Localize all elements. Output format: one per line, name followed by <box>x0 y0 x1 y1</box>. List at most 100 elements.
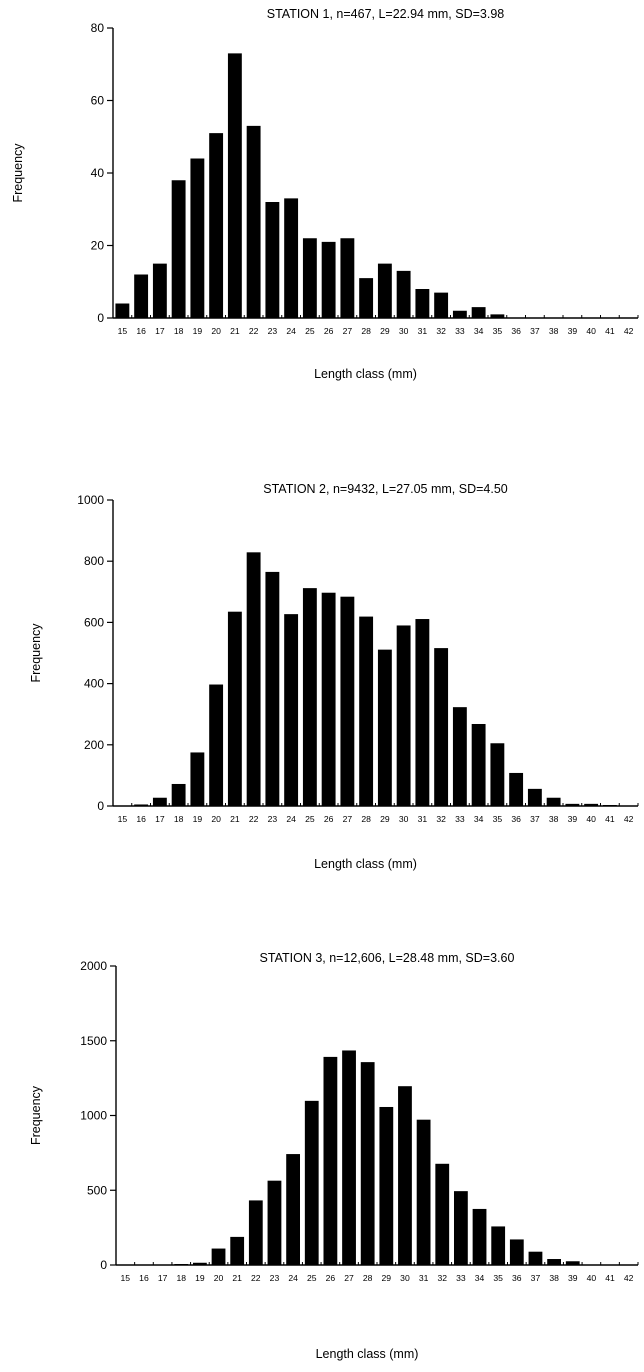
x-tick-label: 40 <box>586 814 596 824</box>
x-tick-label: 17 <box>158 1273 168 1283</box>
chart-title: STATION 3, n=12,606, L=28.48 mm, SD=3.60 <box>260 951 515 965</box>
bar <box>415 619 430 806</box>
x-tick-label: 23 <box>268 814 278 824</box>
x-tick-label: 35 <box>493 1273 503 1283</box>
x-tick-label: 33 <box>455 814 465 824</box>
bar <box>565 803 580 806</box>
y-tick-label: 400 <box>84 677 104 691</box>
bar <box>265 202 280 318</box>
bar <box>171 783 186 806</box>
x-tick-label: 38 <box>549 814 559 824</box>
bar <box>190 752 205 806</box>
x-tick-label: 19 <box>193 814 203 824</box>
x-tick-label: 38 <box>549 1273 559 1283</box>
x-tick-label: 41 <box>605 326 615 336</box>
bar <box>171 180 186 318</box>
bar <box>452 310 467 318</box>
bar <box>134 804 149 806</box>
x-tick-label: 27 <box>343 814 353 824</box>
bar <box>340 238 355 318</box>
x-tick-label: 21 <box>230 326 240 336</box>
x-tick-label: 38 <box>549 326 559 336</box>
x-tick-label: 41 <box>605 814 615 824</box>
bar <box>546 797 561 806</box>
bar <box>490 314 505 318</box>
x-tick-label: 32 <box>436 814 446 824</box>
x-axis-label: Length class (mm) <box>316 1347 419 1361</box>
chart-station-1: STATION 1, n=467, L=22.94 mm, SD=3.98 Fre… <box>11 7 639 381</box>
x-tick-label: 19 <box>195 1273 205 1283</box>
x-tick-label: 30 <box>399 326 409 336</box>
bar <box>471 307 486 318</box>
bar <box>246 552 261 806</box>
x-axis-label: Length class (mm) <box>314 857 417 871</box>
x-tick-label: 30 <box>400 1273 410 1283</box>
bar <box>230 1236 245 1265</box>
x-tick-label: 32 <box>437 1273 447 1283</box>
x-tick-label: 37 <box>530 814 540 824</box>
bar <box>377 263 392 318</box>
x-tick-label: 34 <box>474 814 484 824</box>
bar <box>284 614 299 806</box>
bar <box>547 1259 562 1265</box>
y-tick-label: 0 <box>100 1258 107 1272</box>
y-axis-label: Frequency <box>29 623 43 683</box>
bar <box>490 743 505 806</box>
bar <box>435 1163 450 1265</box>
y-tick-label: 800 <box>84 554 104 568</box>
x-tick-label: 25 <box>305 326 315 336</box>
bar <box>434 648 449 806</box>
x-tick-label: 31 <box>418 814 428 824</box>
bar <box>379 1106 394 1265</box>
y-tick-label: 80 <box>91 21 105 35</box>
bar <box>342 1050 356 1265</box>
x-tick-label: 36 <box>512 1273 522 1283</box>
y-tick-label: 1500 <box>80 1034 107 1048</box>
bar <box>321 592 336 806</box>
bar <box>453 1191 468 1265</box>
bar <box>304 1100 319 1265</box>
y-tick-label: 0 <box>97 311 104 325</box>
x-tick-label: 32 <box>436 326 446 336</box>
x-tick-label: 18 <box>174 814 184 824</box>
x-tick-label: 26 <box>324 326 334 336</box>
x-tick-label: 16 <box>136 326 146 336</box>
x-tick-label: 26 <box>326 1273 336 1283</box>
bar <box>527 788 542 806</box>
x-tick-label: 27 <box>344 1273 354 1283</box>
x-tick-label: 28 <box>361 814 371 824</box>
x-tick-label: 42 <box>624 326 634 336</box>
x-tick-label: 35 <box>493 326 503 336</box>
x-tick-label: 23 <box>270 1273 280 1283</box>
bar <box>528 1251 543 1265</box>
y-tick-label: 200 <box>84 738 104 752</box>
x-tick-label: 24 <box>286 814 296 824</box>
x-tick-label: 24 <box>288 1273 298 1283</box>
y-tick-label: 500 <box>87 1183 107 1197</box>
x-tick-label: 22 <box>249 326 259 336</box>
x-tick-label: 21 <box>232 1273 242 1283</box>
chart-title: STATION 1, n=467, L=22.94 mm, SD=3.98 <box>267 7 505 21</box>
x-tick-label: 28 <box>363 1273 373 1283</box>
x-tick-label: 21 <box>230 814 240 824</box>
bar <box>360 1062 375 1265</box>
x-tick-label: 36 <box>511 326 521 336</box>
x-tick-label: 19 <box>193 326 203 336</box>
bar <box>134 274 149 318</box>
y-axis-label: Frequency <box>11 143 25 203</box>
x-tick-label: 24 <box>286 326 296 336</box>
bar <box>174 1264 189 1265</box>
bar <box>286 1154 301 1265</box>
x-tick-label: 18 <box>176 1273 186 1283</box>
x-tick-label: 28 <box>361 326 371 336</box>
chart-station-2: STATION 2, n=9432, L=27.05 mm, SD=4.50 Fr… <box>29 482 639 871</box>
x-tick-label: 15 <box>118 814 128 824</box>
x-tick-label: 15 <box>121 1273 131 1283</box>
x-tick-label: 34 <box>475 1273 485 1283</box>
bar <box>602 805 617 806</box>
bar <box>211 1248 226 1265</box>
x-tick-label: 20 <box>214 1273 224 1283</box>
bar <box>152 797 167 806</box>
y-tick-label: 1000 <box>80 1109 107 1123</box>
chart-station-3: STATION 3, n=12,606, L=28.48 mm, SD=3.60… <box>29 951 639 1361</box>
